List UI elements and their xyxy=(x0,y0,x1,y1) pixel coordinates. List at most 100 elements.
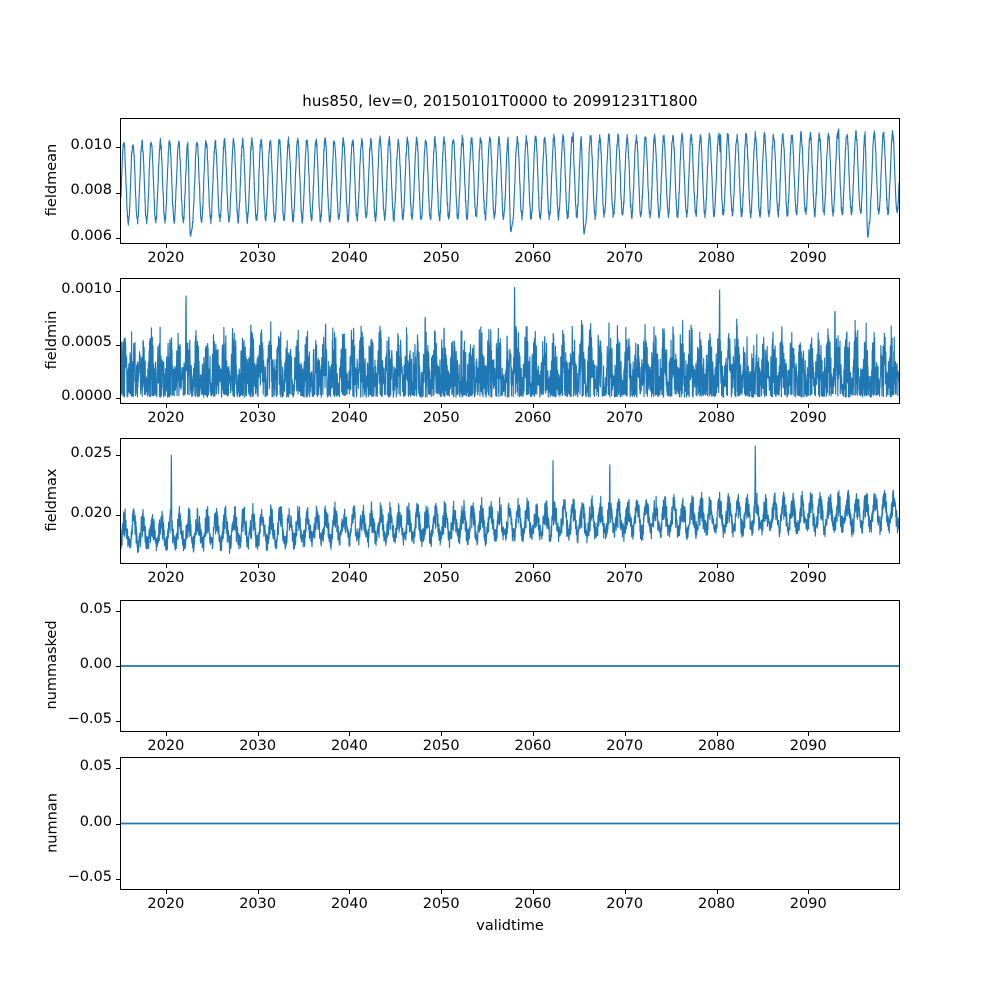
x-tick-mark xyxy=(257,244,259,248)
x-tick-mark xyxy=(165,890,167,894)
data-line-fieldmax xyxy=(121,445,899,555)
x-tick-label: 2090 xyxy=(789,738,827,754)
y-tick-label: 0.05 xyxy=(79,758,112,775)
y-tick-label: 0.008 xyxy=(70,182,112,199)
x-tick-mark xyxy=(165,732,167,736)
x-tick-mark xyxy=(808,404,810,408)
data-line-fieldmean xyxy=(121,128,899,238)
y-tick-label: 0.0010 xyxy=(61,280,112,297)
y-tick-label: 0.010 xyxy=(70,136,112,153)
x-tick-label: 2050 xyxy=(422,896,460,912)
y-tick-mark xyxy=(116,768,120,770)
x-tick-label: 2070 xyxy=(606,410,644,426)
x-tick-mark xyxy=(441,732,443,736)
x-tick-mark xyxy=(808,564,810,568)
x-tick-mark xyxy=(441,564,443,568)
subplot-numnan xyxy=(120,757,900,890)
x-tick-label: 2020 xyxy=(147,570,185,586)
x-tick-mark xyxy=(349,564,351,568)
x-tick-mark xyxy=(349,890,351,894)
x-tick-mark xyxy=(165,564,167,568)
y-tick-label: −0.05 xyxy=(67,711,112,727)
x-tick-mark xyxy=(716,890,718,894)
y-tick-mark xyxy=(116,192,120,194)
x-tick-mark xyxy=(441,244,443,248)
x-tick-mark xyxy=(257,890,259,894)
x-tick-label: 2040 xyxy=(330,250,368,266)
x-tick-label: 2040 xyxy=(330,738,368,754)
x-tick-label: 2030 xyxy=(239,570,277,586)
y-tick-mark xyxy=(116,146,120,148)
y-tick-label: 0.025 xyxy=(70,445,112,462)
x-tick-mark xyxy=(716,732,718,736)
x-tick-label: 2020 xyxy=(147,410,185,426)
y-tick-mark xyxy=(116,514,120,516)
x-tick-mark xyxy=(257,732,259,736)
y-tick-mark xyxy=(116,344,120,346)
x-tick-label: 2040 xyxy=(330,896,368,912)
x-tick-label: 2040 xyxy=(330,570,368,586)
x-tick-label: 2030 xyxy=(239,250,277,266)
y-tick-label: 0.0000 xyxy=(61,388,112,405)
subplot-fieldmean xyxy=(120,118,900,244)
x-tick-label: 2070 xyxy=(606,250,644,266)
x-tick-mark xyxy=(441,890,443,894)
x-tick-label: 2070 xyxy=(606,896,644,912)
x-tick-mark xyxy=(441,404,443,408)
y-tick-mark xyxy=(116,455,120,457)
x-tick-mark xyxy=(624,244,626,248)
x-tick-label: 2020 xyxy=(147,896,185,912)
x-tick-mark xyxy=(532,244,534,248)
x-tick-mark xyxy=(624,404,626,408)
x-tick-mark xyxy=(532,732,534,736)
y-tick-mark xyxy=(116,823,120,825)
y-tick-mark xyxy=(116,611,120,613)
x-tick-mark xyxy=(716,404,718,408)
y-tick-mark xyxy=(116,666,120,668)
y-tick-mark xyxy=(116,398,120,400)
x-tick-mark xyxy=(624,564,626,568)
data-line-fieldmin xyxy=(121,286,899,398)
x-tick-mark xyxy=(716,564,718,568)
x-axis-label: validtime xyxy=(476,918,544,934)
y-tick-label: 0.020 xyxy=(70,504,112,521)
x-tick-label: 2040 xyxy=(330,410,368,426)
y-tick-label: −0.05 xyxy=(67,868,112,885)
x-tick-label: 2060 xyxy=(514,570,552,586)
y-tick-label: 0.0005 xyxy=(61,334,112,351)
subplot-fieldmin xyxy=(120,278,900,404)
x-tick-label: 2050 xyxy=(422,570,460,586)
y-tick-mark xyxy=(116,721,120,723)
x-tick-label: 2020 xyxy=(147,738,185,754)
x-tick-mark xyxy=(808,890,810,894)
x-tick-label: 2060 xyxy=(514,896,552,912)
x-tick-mark xyxy=(532,890,534,894)
subplot-fieldmax xyxy=(120,438,900,564)
x-tick-label: 2030 xyxy=(239,896,277,912)
x-tick-mark xyxy=(808,732,810,736)
x-tick-label: 2060 xyxy=(514,250,552,266)
x-tick-label: 2080 xyxy=(698,738,735,754)
x-tick-label: 2080 xyxy=(698,250,735,266)
x-tick-label: 2080 xyxy=(698,570,735,586)
x-tick-label: 2050 xyxy=(422,410,460,426)
y-tick-mark xyxy=(116,878,120,880)
y-tick-label: 0.00 xyxy=(79,813,112,830)
x-tick-mark xyxy=(716,244,718,248)
x-tick-mark xyxy=(165,244,167,248)
x-tick-label: 2070 xyxy=(606,570,644,586)
x-tick-label: 2090 xyxy=(789,896,827,912)
x-tick-label: 2070 xyxy=(606,738,644,754)
x-tick-label: 2050 xyxy=(422,738,460,754)
x-tick-mark xyxy=(532,404,534,408)
x-tick-label: 2080 xyxy=(698,410,735,426)
x-tick-mark xyxy=(349,732,351,736)
x-tick-mark xyxy=(808,244,810,248)
x-tick-mark xyxy=(165,404,167,408)
x-tick-label: 2060 xyxy=(514,738,552,754)
y-tick-label: 0.05 xyxy=(79,601,112,617)
x-tick-mark xyxy=(349,244,351,248)
x-tick-mark xyxy=(624,732,626,736)
x-tick-label: 2060 xyxy=(514,410,552,426)
